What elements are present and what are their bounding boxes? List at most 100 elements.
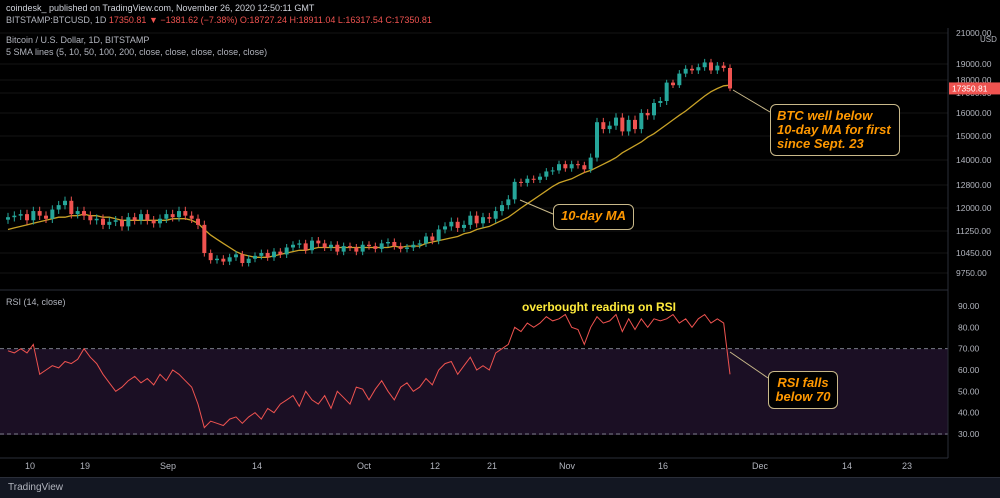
candle-body — [183, 211, 188, 216]
tradingview-logo[interactable]: TradingView — [8, 482, 64, 493]
candle-body — [6, 217, 10, 220]
rsi-tick-label: 30.00 — [958, 429, 980, 439]
candle-body — [50, 209, 55, 219]
candle-body — [170, 214, 175, 218]
candle-body — [215, 258, 219, 261]
candle-body — [234, 254, 238, 258]
candle-body — [310, 240, 314, 251]
candle-body — [322, 243, 327, 248]
btc-callout-line: 10-day MA for first — [777, 122, 891, 137]
candle-body — [531, 178, 536, 180]
rsi-overbought-title: overbought reading on RSI — [522, 300, 677, 314]
candle-body — [113, 220, 118, 222]
x-tick-label: 16 — [658, 461, 668, 471]
callout-pointers — [519, 89, 771, 379]
x-tick-label: Dec — [752, 461, 769, 471]
rsi-tick-label: 40.00 — [958, 408, 980, 418]
candle-body — [721, 65, 726, 68]
candle-body — [196, 218, 200, 225]
last-price-label: 17350.81 — [952, 83, 988, 93]
candles-series — [6, 58, 732, 267]
candle-body — [107, 221, 112, 225]
price-tick-label: 21000.00 — [956, 28, 992, 38]
candle-body — [151, 220, 156, 224]
candle-body — [424, 236, 428, 244]
candle-body — [620, 117, 625, 132]
footer-bar: TradingView — [0, 477, 1000, 498]
candle-body — [614, 117, 618, 126]
price-tick-label: 10450.00 — [956, 248, 992, 258]
x-tick-label: Nov — [559, 461, 576, 471]
candle-body — [417, 243, 422, 245]
price-tick-label: 11250.00 — [956, 226, 991, 236]
candle-body — [519, 181, 523, 183]
btc-callout: BTC well below 10-day MA for first since… — [770, 104, 900, 156]
candle-body — [272, 251, 276, 258]
candle-body — [139, 214, 143, 221]
x-tick-labels: 10 19 Sep 14 Oct 12 21 Nov 16 Dec 14 23 — [25, 461, 912, 471]
x-tick-label: 14 — [842, 461, 852, 471]
candle-body — [487, 217, 492, 219]
sma-legend: 5 SMA lines (5, 10, 50, 100, 200, close,… — [6, 47, 268, 57]
candle-body — [265, 253, 270, 258]
candle-body — [297, 243, 302, 245]
candle-body — [373, 246, 378, 249]
candle-body — [658, 101, 663, 103]
candle-body — [430, 236, 435, 241]
candle-body — [576, 164, 580, 166]
rsi-tick-label: 50.00 — [958, 386, 980, 396]
price-tick-label: 12000.00 — [956, 203, 992, 213]
candle-body — [550, 170, 555, 172]
candle-body — [253, 255, 257, 259]
candle-body — [221, 258, 226, 262]
candle-body — [671, 82, 675, 86]
ma-callout: 10-day MA — [553, 204, 634, 230]
candle-body — [82, 211, 86, 216]
candle-body — [728, 68, 732, 89]
candle-body — [709, 62, 713, 71]
publish-header: coindesk_ published on TradingView.com, … — [6, 3, 315, 13]
rsi-callout-line: RSI falls — [777, 375, 829, 390]
x-tick-label: 21 — [487, 461, 497, 471]
candle-body — [367, 244, 371, 247]
rsi-legend: RSI (14, close) — [6, 297, 66, 307]
candle-body — [120, 220, 124, 227]
candle-body — [500, 205, 504, 212]
candle-body — [474, 215, 479, 224]
candle-body — [329, 244, 333, 248]
rsi-callout-line: below 70 — [775, 389, 831, 404]
price-tick-label: 18000.00 — [956, 75, 992, 85]
price-tick-label: 14000.00 — [956, 155, 992, 165]
candle-body — [284, 247, 289, 255]
candle-body — [595, 122, 599, 158]
candle-body — [436, 229, 441, 241]
candle-body — [443, 226, 447, 230]
candle-body — [164, 214, 169, 219]
candle-body — [702, 62, 707, 68]
candle-body — [208, 253, 213, 261]
chart-title: Bitcoin / U.S. Dollar, 1D, BITSTAMP — [6, 35, 150, 45]
x-tick-label: 23 — [902, 461, 912, 471]
price-tick-label: 16000.00 — [956, 108, 992, 118]
candle-body — [56, 205, 61, 210]
btc-callout-line: since Sept. 23 — [777, 136, 864, 151]
candle-body — [101, 218, 105, 225]
rsi-callout: RSI falls below 70 — [768, 371, 838, 409]
rsi-callout-pointer — [729, 351, 769, 379]
candle-body — [348, 246, 352, 248]
candle-body — [493, 211, 498, 219]
candle-body — [525, 178, 530, 183]
last-price-tag — [949, 82, 1000, 95]
candle-body — [126, 217, 131, 227]
y-tick-labels: 9750.00 10450.00 11250.00 12000.00 12800.00 1… — [949, 28, 1000, 439]
candle-body — [259, 253, 264, 256]
candle-body — [132, 217, 137, 221]
candle-body — [411, 244, 416, 248]
candle-body — [158, 218, 162, 224]
candle-body — [664, 82, 669, 101]
x-tick-label: 14 — [252, 461, 262, 471]
price-value: 17350.81 — [108, 15, 147, 25]
candle-body — [18, 214, 23, 216]
